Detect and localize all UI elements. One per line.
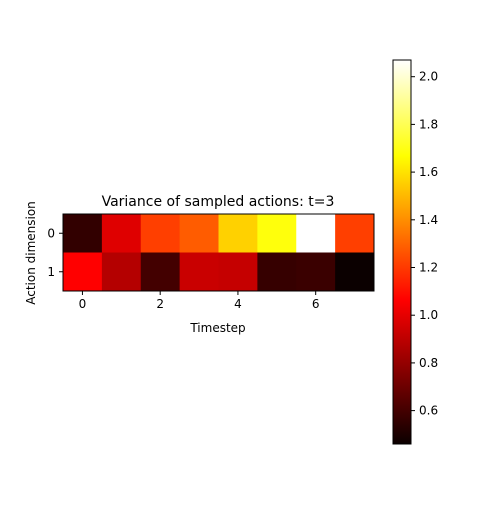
colorbar: [392, 59, 412, 445]
x-tick-label: 0: [79, 297, 87, 311]
y-tick-label: 0: [47, 226, 55, 240]
colorbar-tick-label: 1.2: [419, 261, 438, 275]
heatmap-cell: [218, 252, 258, 292]
heatmap-cell: [63, 252, 103, 292]
heatmap-cell: [296, 214, 336, 253]
heatmap-cell: [335, 214, 375, 253]
colorbar-ticks: 0.6 0.8 1.0 1.2 1.4 1.6 1.8 2.0: [411, 70, 438, 418]
heatmap-cell: [101, 252, 142, 292]
x-tick-label: 6: [312, 297, 320, 311]
y-tick-label: 1: [47, 265, 55, 279]
colorbar-tick-label: 0.8: [419, 356, 438, 370]
heatmap-cell: [140, 252, 181, 292]
heatmap-cell: [140, 214, 181, 253]
heatmap-cell: [296, 252, 336, 292]
heatmap-cell: [257, 214, 297, 253]
colorbar-tick-label: 1.8: [419, 117, 438, 131]
x-tick-label: 2: [156, 297, 164, 311]
heatmap-cell: [218, 214, 258, 253]
plot-frame: [62, 213, 375, 292]
y-axis: 01: [47, 226, 63, 279]
x-tick-label: 4: [234, 297, 242, 311]
heatmap-cell: [179, 252, 219, 292]
heatmap-cell: [335, 252, 375, 292]
heatmap-cell: [101, 214, 142, 253]
y-axis-label: Action dimension: [24, 201, 38, 305]
heatmap-cell: [179, 214, 219, 253]
colorbar-tick-label: 1.6: [419, 165, 438, 179]
heatmap-cell: [63, 214, 103, 253]
heatmap-cell: [257, 252, 297, 292]
heatmap-cells: [63, 214, 375, 292]
colorbar-tick-label: 0.6: [419, 404, 438, 418]
colorbar-tick-label: 1.0: [419, 308, 438, 322]
x-axis: 0 2 4 6: [79, 291, 320, 311]
chart-title: Variance of sampled actions: t=3: [102, 194, 335, 210]
x-axis-label: Timestep: [189, 321, 245, 335]
colorbar-tick-label: 1.4: [419, 213, 438, 227]
colorbar-tick-label: 2.0: [419, 70, 438, 84]
